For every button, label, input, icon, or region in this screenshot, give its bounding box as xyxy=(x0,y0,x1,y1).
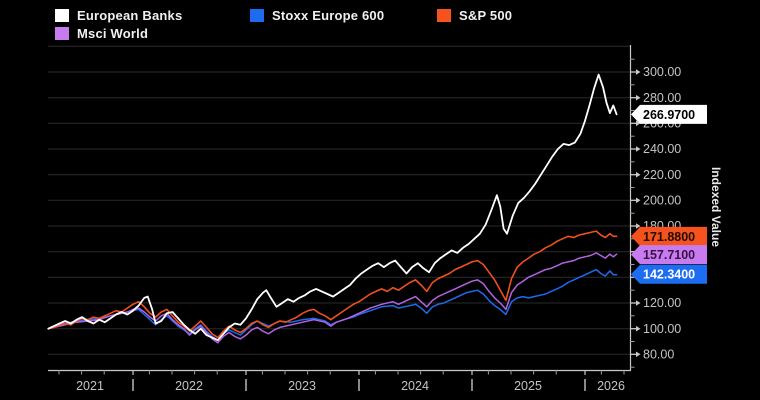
legend-item-european-banks[interactable]: European Banks xyxy=(55,7,182,23)
legend-label: Stoxx Europe 600 xyxy=(272,7,385,23)
x-year-label: 2026 xyxy=(597,379,625,393)
legend-swatch-sp-500-icon xyxy=(437,8,451,22)
last-price-value: 266.9700 xyxy=(643,108,695,122)
y-tick-arrow-icon xyxy=(636,171,641,178)
legend-label: Msci World xyxy=(77,25,149,41)
y-tick-label: 120.00 xyxy=(643,296,681,310)
x-year-label: 2025 xyxy=(514,379,542,393)
legend-swatch-stoxx-europe-600-icon xyxy=(250,8,264,22)
y-tick-arrow-icon xyxy=(636,325,641,332)
last-price-tag-sp-500 xyxy=(631,226,707,246)
last-price-tag-stoxx-europe-600 xyxy=(631,264,707,284)
legend-item-sp-500[interactable]: S&P 500 xyxy=(437,7,512,23)
series-line-msci-world xyxy=(47,252,618,344)
y-tick-arrow-icon xyxy=(636,351,641,358)
y-tick-arrow-icon xyxy=(636,146,641,152)
y-tick-arrow-icon xyxy=(636,69,641,75)
y-tick-label: 240.00 xyxy=(643,142,681,156)
last-price-tag-msci-world xyxy=(631,245,707,265)
y-tick-label: 300.00 xyxy=(643,65,681,79)
y-tick-label: 220.00 xyxy=(643,168,681,182)
series-line-european-banks xyxy=(47,73,618,342)
x-year-label: 2024 xyxy=(401,379,429,393)
y-tick-label: 200.00 xyxy=(643,194,681,208)
last-price-tag-european-banks xyxy=(631,104,707,124)
legend-swatch-msci-world-icon xyxy=(55,26,69,40)
y-tick-label: 100.00 xyxy=(643,322,681,336)
last-price-value: 142.3400 xyxy=(643,268,695,282)
legend-swatch-european-banks-icon xyxy=(55,8,69,22)
x-year-label: 2023 xyxy=(288,379,316,393)
x-year-label: 2021 xyxy=(76,379,104,393)
y-axis-title: Indexed Value xyxy=(709,166,723,248)
y-tick-label: 280.00 xyxy=(643,91,681,105)
y-tick-arrow-icon xyxy=(636,120,641,127)
legend-label: S&P 500 xyxy=(459,7,513,23)
legend-item-stoxx-europe-600[interactable]: Stoxx Europe 600 xyxy=(250,7,384,23)
y-tick-arrow-icon xyxy=(636,300,641,306)
last-price-value: 157.7100 xyxy=(643,248,695,262)
x-year-label: 2022 xyxy=(175,379,203,393)
y-tick-arrow-icon xyxy=(636,94,641,101)
y-tick-arrow-icon xyxy=(636,197,641,204)
legend-label: European Banks xyxy=(77,7,183,23)
y-tick-label: 80.00 xyxy=(643,348,674,362)
series-line-s-p-500 xyxy=(47,230,618,339)
y-tick-arrow-icon xyxy=(636,223,641,229)
legend-item-msci-world[interactable]: Msci World xyxy=(55,25,148,41)
last-price-value: 171.8800 xyxy=(643,230,695,244)
